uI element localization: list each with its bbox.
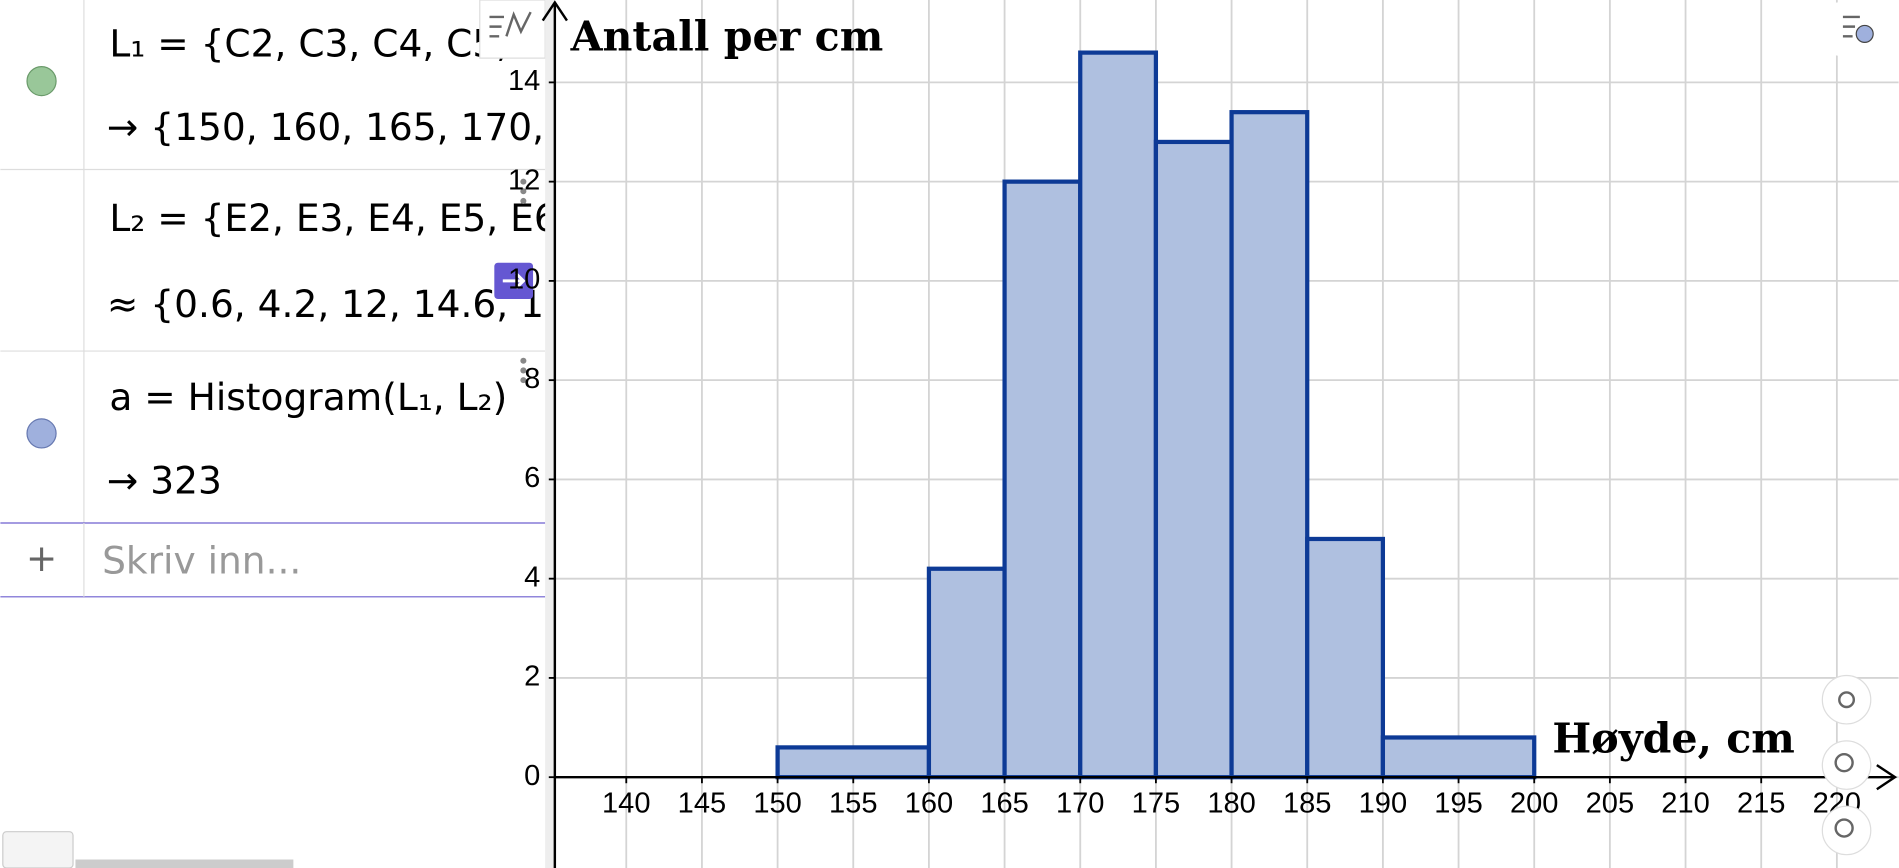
x-tick-label: 205	[1586, 788, 1634, 820]
graphics-controls	[1821, 2, 1894, 856]
value: → {150, 160, 165, 170,	[107, 105, 544, 149]
x-tick-label: 175	[1132, 788, 1180, 820]
x-tick-label: 160	[905, 788, 953, 820]
panel-bg	[0, 0, 546, 868]
definition[interactable]: L₂ = {E2, E3, E4, E5, E6	[109, 196, 557, 240]
visibility-toggle[interactable]	[26, 418, 57, 449]
x-tick-label: 210	[1661, 788, 1709, 820]
definition[interactable]: a = Histogram(L₁, L₂)	[109, 375, 507, 419]
x-tick-label: 170	[1056, 788, 1104, 820]
keyboard-button[interactable]	[2, 831, 74, 868]
visibility-toggle[interactable]	[26, 65, 57, 97]
input-placeholder[interactable]: Skriv inn...	[102, 538, 301, 582]
icon	[1834, 752, 1854, 773]
x-tick-label: 155	[829, 788, 877, 820]
y-tick-label: 6	[524, 462, 540, 494]
y-tick-label: 10	[508, 264, 540, 296]
bar	[1380, 735, 1537, 780]
bar	[1305, 536, 1386, 780]
y-tick-label: 12	[508, 164, 540, 196]
icon	[1834, 818, 1854, 838]
y-axis-arrow	[541, 0, 568, 22]
value: ≈ {0.6, 4.2, 12, 14.6, 1	[107, 282, 544, 326]
y-tick-label: 8	[524, 363, 540, 395]
value: → 323	[107, 459, 222, 503]
zoom-out-button[interactable]	[1821, 805, 1872, 856]
bar	[1078, 50, 1159, 780]
scrollbar[interactable]	[75, 859, 294, 868]
y-tick-label: 2	[524, 661, 540, 693]
y-tick-label: 4	[524, 561, 540, 593]
icon	[1842, 15, 1860, 38]
menu-dots[interactable]	[520, 178, 527, 384]
definition[interactable]: L₁ = {C2, C3, C4, C5,	[109, 22, 508, 66]
bar	[1153, 139, 1234, 780]
splitter[interactable]	[545, 0, 555, 868]
icon	[1838, 691, 1856, 709]
x-tick-label: 150	[753, 788, 801, 820]
arrow-icon	[502, 272, 526, 290]
x-tick-label: 190	[1359, 788, 1407, 820]
x-tick-label: 185	[1283, 788, 1331, 820]
x-tick-label: 145	[678, 788, 726, 820]
home-button[interactable]	[1821, 674, 1872, 725]
x-tick-label: 200	[1510, 788, 1558, 820]
bar	[1002, 179, 1083, 780]
x-tick-label: 165	[980, 788, 1028, 820]
x-tick-label: 180	[1207, 788, 1255, 820]
x-axis-label: Høyde, cm	[1552, 714, 1794, 763]
x-tick-label: 195	[1434, 788, 1482, 820]
y-axis-label: Antall per cm	[570, 11, 884, 60]
x-tick-label: 140	[602, 788, 650, 820]
x-tick-label: 215	[1737, 788, 1785, 820]
bar	[775, 745, 932, 780]
style-bar-toggle[interactable]	[479, 0, 546, 59]
zoom-in-button[interactable]	[1821, 740, 1872, 790]
graphics-view: 140 145 150 155 160 165 170 175 180 185 190 195 200 2…	[508, 0, 1899, 868]
algebra-view: L₁ = {C2, C3, C4, C5, → {150, 160, 165, …	[0, 0, 558, 868]
icon	[489, 11, 532, 38]
bar	[926, 566, 1007, 780]
bar	[1229, 110, 1310, 780]
add-icon[interactable]: +	[26, 536, 57, 580]
y-tick-label: 0	[524, 760, 540, 792]
icon	[1855, 24, 1874, 43]
y-tick-label: 14	[508, 65, 540, 97]
x-axis-arrow	[1876, 764, 1898, 791]
